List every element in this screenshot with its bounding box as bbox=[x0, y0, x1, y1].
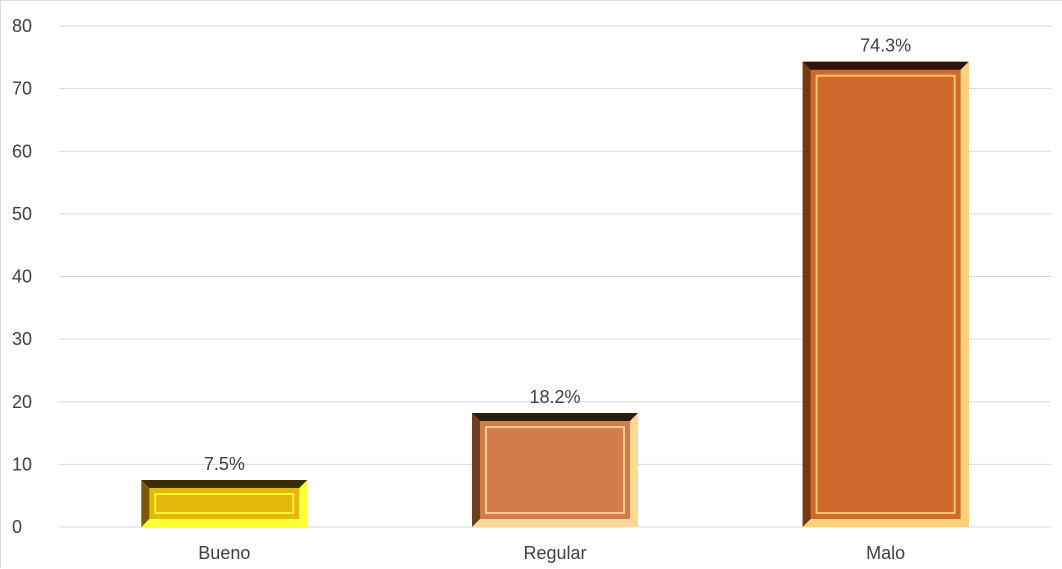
data-label: 7.5% bbox=[204, 454, 245, 474]
bar-bevel-right bbox=[299, 480, 308, 527]
data-label: 74.3% bbox=[860, 36, 911, 56]
bar-bevel-right bbox=[960, 61, 969, 527]
y-tick-label: 60 bbox=[12, 141, 32, 161]
y-tick-label: 70 bbox=[12, 79, 32, 99]
bar-bevel-bottom bbox=[141, 519, 308, 527]
bar-bevel-left bbox=[802, 61, 811, 527]
gridlines bbox=[59, 25, 1051, 528]
bar-bevel-bottom bbox=[472, 519, 638, 527]
bar-bevel-top bbox=[802, 61, 969, 70]
bar-bevel-right bbox=[630, 413, 638, 527]
bar-malo bbox=[802, 61, 969, 527]
data-label: 18.2% bbox=[529, 387, 580, 407]
y-tick-label: 20 bbox=[12, 392, 32, 412]
y-tick-label: 40 bbox=[12, 267, 32, 287]
bar-bevel-bottom bbox=[802, 519, 969, 527]
bar-bueno bbox=[141, 480, 308, 527]
bar-bevel-top bbox=[472, 413, 638, 422]
x-category-label: Bueno bbox=[198, 543, 250, 563]
bar-inner-frame bbox=[485, 426, 625, 514]
bar-face bbox=[472, 413, 638, 527]
y-tick-label: 0 bbox=[12, 517, 22, 537]
bar-regular bbox=[472, 413, 638, 527]
bar-bevel-left bbox=[472, 413, 480, 527]
y-tick-label: 30 bbox=[12, 329, 32, 349]
data-labels: 7.5% 18.2% 74.3% bbox=[204, 36, 911, 474]
bar-bevel-left bbox=[141, 480, 150, 527]
bar-face bbox=[802, 61, 969, 527]
x-category-label: Malo bbox=[866, 543, 905, 563]
x-category-label: Regular bbox=[523, 543, 586, 563]
y-axis-ticks: 0 10 20 30 40 50 60 70 80 bbox=[12, 16, 32, 537]
x-axis-categories: Bueno Regular Malo bbox=[198, 543, 905, 563]
bar-inner-frame bbox=[815, 74, 956, 514]
bar-inner-frame bbox=[154, 493, 295, 514]
bars bbox=[141, 61, 969, 527]
y-tick-label: 80 bbox=[12, 16, 32, 36]
y-tick-label: 10 bbox=[12, 454, 32, 474]
y-tick-label: 50 bbox=[12, 204, 32, 224]
bar-bevel-top bbox=[141, 480, 308, 489]
